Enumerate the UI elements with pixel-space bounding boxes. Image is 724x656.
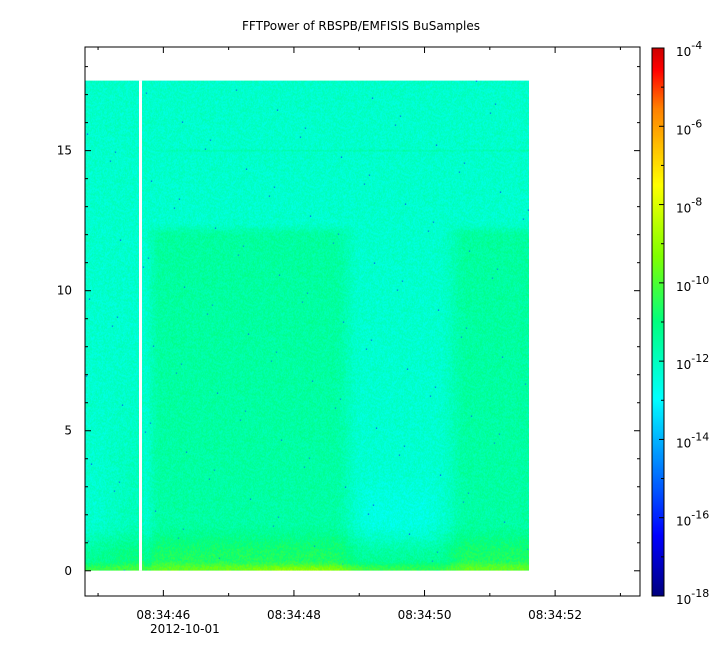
colorbar-tick-exponent: -10 (691, 274, 709, 287)
colorbar-axis: 10-18 10-16 10-14 10-12 10-10 10-8 10-6 10-4 (659, 39, 709, 607)
y-tick-label: 15 (57, 144, 72, 158)
colorbar-tick-label: 10-16 (676, 509, 709, 529)
colorbar-tick-exponent: -18 (691, 587, 709, 600)
colorbar-tick-label: 10-4 (676, 39, 702, 59)
chart-title: FFTPower of RBSPB/EMFISIS BuSamples (242, 19, 480, 33)
y-axis: 0 5 10 15 (57, 66, 640, 578)
y-tick-label: 10 (57, 284, 72, 298)
data-gap (139, 80, 142, 571)
x-date-label: 2012-10-01 (150, 622, 220, 636)
colorbar-tick-label: 10-8 (676, 196, 702, 216)
colorbar-tick-exponent: -8 (691, 196, 702, 209)
colorbar-tick-label: 10-6 (676, 117, 702, 137)
x-tick-label: 08:34:50 (398, 608, 452, 622)
colorbar-tick-label: 10-12 (676, 352, 709, 372)
spectrogram-image (85, 80, 529, 571)
y-tick-label: 0 (64, 564, 72, 578)
colorbar-tick-exponent: -6 (691, 117, 702, 130)
y-tick-label: 5 (64, 424, 72, 438)
colorbar-tick-label: 10-14 (676, 430, 709, 450)
colorbar-tick-exponent: -16 (691, 509, 709, 522)
x-tick-label: 08:34:52 (528, 608, 582, 622)
colorbar-tick-exponent: -4 (691, 39, 702, 52)
colorbar-tick-exponent: -12 (691, 352, 709, 365)
colorbar-tick-label: 10-10 (676, 274, 709, 294)
colorbar-image (652, 48, 664, 596)
x-tick-label: 08:34:46 (136, 608, 190, 622)
plot-frame (84, 46, 641, 597)
x-axis: 08:34:46 08:34:48 08:34:50 08:34:52 (97, 47, 621, 622)
colorbar-tick-exponent: -14 (691, 430, 709, 443)
colorbar-tick-label: 10-18 (676, 587, 709, 607)
x-tick-label: 08:34:48 (267, 608, 321, 622)
